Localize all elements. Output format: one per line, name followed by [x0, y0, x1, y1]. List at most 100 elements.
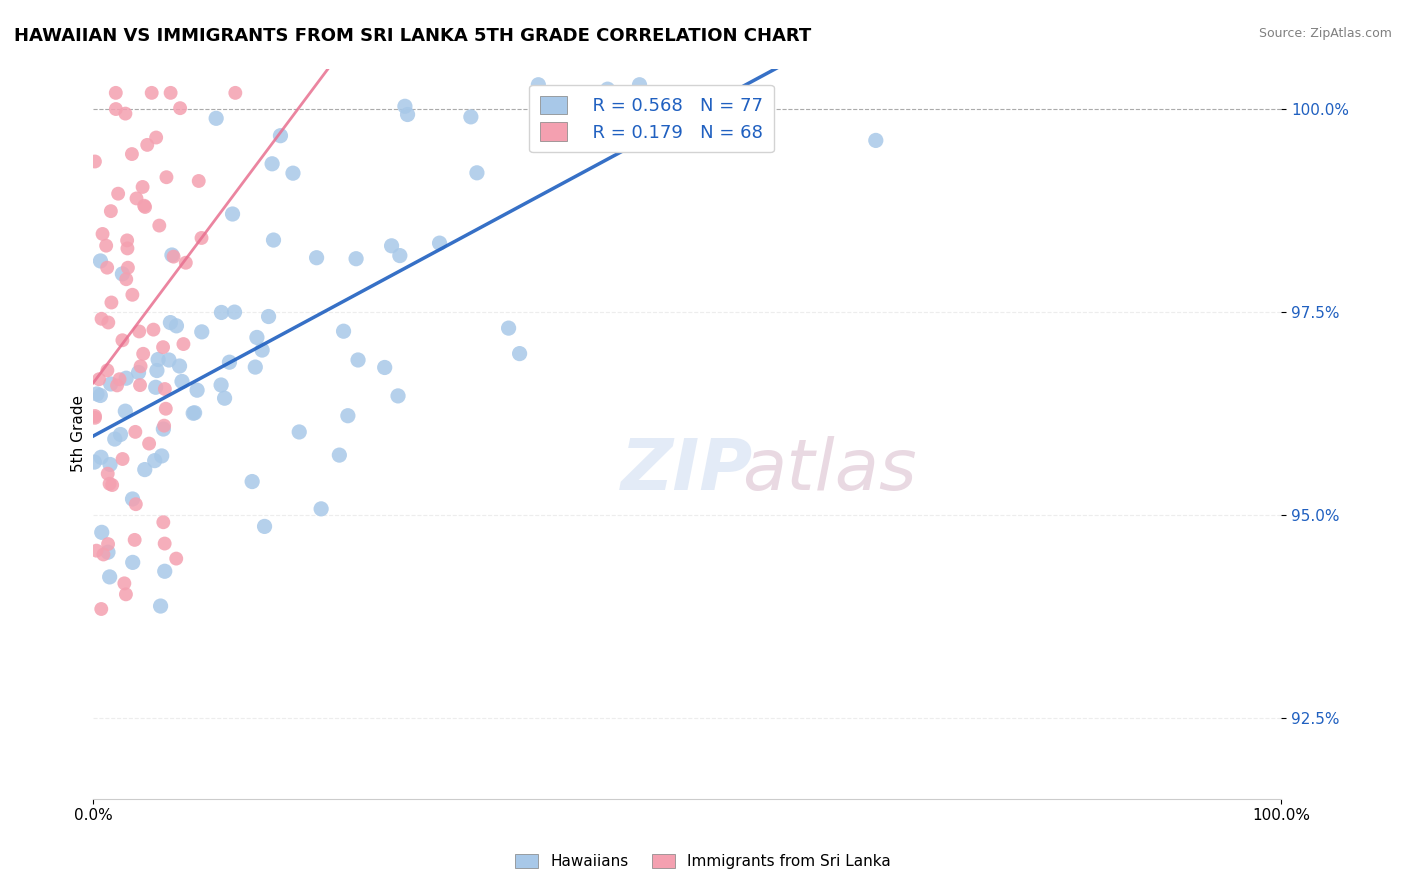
Point [108, 372, 131, 386]
Point [132, 347, 155, 361]
Point [98, 458, 121, 472]
Point [150, 449, 173, 463]
Point [115, 587, 138, 601]
Point [86, 543, 108, 558]
Text: ZIP: ZIP [621, 435, 754, 505]
Point [262, 157, 284, 171]
Point [97, 467, 120, 481]
Point [104, 102, 127, 116]
Point [141, 86, 163, 100]
Point [628, 78, 651, 92]
Point [269, 128, 291, 143]
Point [153, 564, 176, 578]
Point [347, 353, 370, 368]
Point [114, 404, 136, 418]
Point [84, 409, 107, 423]
Point [221, 207, 243, 221]
Point [96, 238, 118, 252]
Point [155, 401, 177, 416]
Point [250, 343, 273, 357]
Point [143, 453, 166, 467]
Point [138, 436, 160, 450]
Point [115, 272, 138, 286]
Point [97, 316, 120, 330]
Point [246, 330, 269, 344]
Point [142, 323, 165, 337]
Point [129, 359, 152, 374]
Point [152, 515, 174, 529]
Point [112, 576, 135, 591]
Point [183, 406, 205, 420]
Point [136, 137, 159, 152]
Point [157, 353, 180, 368]
Point [152, 340, 174, 354]
Legend:   R = 0.568   N = 77,   R = 0.179   N = 68: R = 0.568 N = 77, R = 0.179 N = 68 [529, 85, 775, 153]
Point [394, 99, 416, 113]
Point [111, 267, 134, 281]
Point [93, 548, 115, 562]
Point [498, 321, 520, 335]
Point [205, 112, 228, 126]
Point [145, 130, 167, 145]
Point [245, 360, 267, 375]
Point [159, 86, 181, 100]
Point [89, 388, 111, 402]
Point [148, 219, 170, 233]
Point [169, 359, 191, 373]
Point [460, 110, 482, 124]
Point [128, 366, 150, 380]
Point [98, 476, 121, 491]
Text: Source: ZipAtlas.com: Source: ZipAtlas.com [1258, 27, 1392, 40]
Point [224, 305, 246, 319]
Point [125, 191, 148, 205]
Point [104, 432, 127, 446]
Point [170, 375, 193, 389]
Point [257, 310, 280, 324]
Point [90, 311, 112, 326]
Point [305, 251, 328, 265]
Point [153, 382, 176, 396]
Point [153, 536, 176, 550]
Point [114, 106, 136, 120]
Point [129, 378, 152, 392]
Point [153, 418, 176, 433]
Point [429, 236, 451, 251]
Point [166, 318, 188, 333]
Point [121, 147, 143, 161]
Legend: Hawaiians, Immigrants from Sri Lanka: Hawaiians, Immigrants from Sri Lanka [509, 848, 897, 875]
Point [224, 86, 246, 100]
Point [110, 427, 132, 442]
Point [332, 324, 354, 338]
Point [121, 491, 143, 506]
Point [96, 363, 118, 377]
Point [96, 260, 118, 275]
Point [155, 170, 177, 185]
Point [169, 101, 191, 115]
Point [111, 452, 134, 467]
Point [145, 380, 167, 394]
Point [117, 260, 139, 275]
Point [121, 287, 143, 301]
Text: HAWAIIAN VS IMMIGRANTS FROM SRI LANKA 5TH GRADE CORRELATION CHART: HAWAIIAN VS IMMIGRANTS FROM SRI LANKA 5T… [14, 27, 811, 45]
Point [84, 154, 107, 169]
Point [134, 200, 156, 214]
Point [117, 241, 139, 255]
Point [509, 346, 531, 360]
Point [187, 174, 209, 188]
Point [101, 478, 124, 492]
Point [146, 352, 169, 367]
Point [97, 537, 120, 551]
Point [84, 410, 107, 425]
Point [97, 545, 120, 559]
Point [186, 383, 208, 397]
Point [165, 551, 187, 566]
Point [174, 256, 197, 270]
Point [124, 425, 146, 439]
Point [288, 425, 311, 439]
Point [527, 78, 550, 92]
Point [159, 316, 181, 330]
Point [309, 501, 332, 516]
Point [86, 387, 108, 401]
Point [281, 166, 304, 180]
Point [396, 107, 419, 121]
